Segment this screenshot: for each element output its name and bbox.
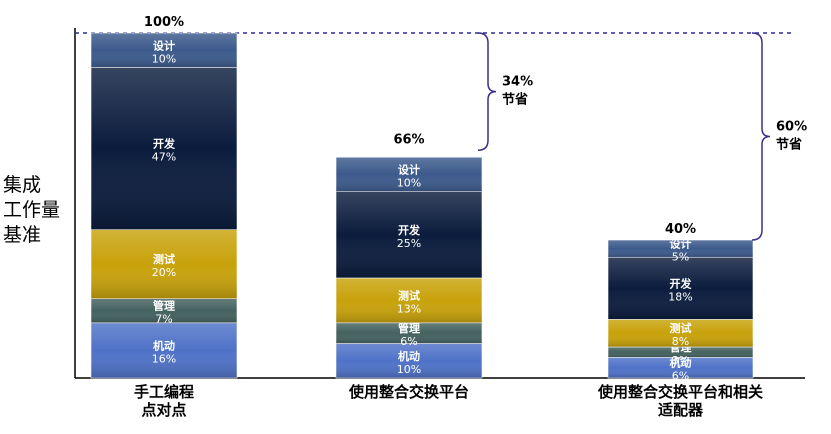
savings-text-label: 节省	[776, 137, 802, 153]
bar-segment-shade	[91, 298, 237, 323]
segment-name-label: 设计	[670, 237, 692, 251]
bar-segment-shade	[91, 229, 237, 299]
y-axis-label-line: 基准	[3, 224, 41, 246]
segment-value-label: 6%	[672, 370, 689, 383]
segment-name-label: 管理	[153, 299, 175, 313]
y-axis-label-line: 工作量	[3, 199, 60, 221]
category-label: 手工编程	[134, 383, 194, 401]
total-label: 66%	[393, 132, 424, 147]
segment-value-label: 10%	[397, 363, 421, 376]
category-label: 使用整合交换平台	[348, 383, 469, 401]
segment-name-label: 机动	[670, 356, 692, 370]
category-label: 点对点	[141, 401, 186, 419]
segment-value-label: 10%	[152, 52, 176, 65]
segment-name-label: 机动	[398, 349, 420, 363]
bar-segment-shade	[91, 67, 237, 230]
bar-segment-shade	[91, 33, 237, 68]
bar-segment-shade	[336, 157, 482, 192]
bars: 机动16%管理7%测试20%开发47%设计10%机动10%管理6%测试13%开发…	[90, 32, 754, 383]
savings-value-label: 34%	[502, 75, 533, 90]
segment-value-label: 25%	[397, 237, 421, 250]
segment-value-label: 7%	[155, 313, 172, 326]
savings-brace	[477, 32, 497, 152]
savings-annotations: 34% 节省 60% 节省	[477, 32, 807, 241]
savings-brace	[751, 32, 771, 241]
savings-text-label: 节省	[502, 92, 528, 108]
segment-value-label: 18%	[668, 290, 692, 303]
segment-value-label: 10%	[397, 176, 421, 189]
segment-name-label: 管理	[398, 321, 420, 335]
total-labels: 100% 66% 40%	[144, 15, 696, 237]
bar-segment-shade	[608, 257, 753, 320]
segment-value-label: 3%	[672, 354, 689, 367]
segment-value-label: 47%	[152, 151, 176, 164]
bar-segment-shade	[336, 191, 482, 278]
bar-segment-shade	[336, 277, 482, 323]
total-label: 40%	[665, 222, 696, 237]
segment-name-label: 测试	[153, 252, 175, 266]
y-axis-label-line: 集成	[3, 174, 41, 196]
savings-value-label: 60%	[776, 120, 807, 135]
segment-name-label: 开发	[398, 223, 421, 237]
segment-name-label: 设计	[153, 38, 175, 52]
segment-value-label: 5%	[672, 251, 689, 264]
segment-name-label: 开发	[670, 276, 693, 290]
category-label: 使用整合交换平台和相关	[597, 383, 763, 401]
segment-name-label: 设计	[398, 162, 420, 176]
segment-value-label: 20%	[152, 266, 176, 279]
segment-value-label: 13%	[397, 302, 421, 315]
segment-name-label: 开发	[153, 137, 176, 151]
segment-name-label: 测试	[398, 288, 420, 302]
segment-name-label: 测试	[670, 321, 692, 335]
segment-name-label: 机动	[153, 338, 175, 352]
bar-segment-shade	[608, 357, 753, 378]
segment-value-label: 8%	[672, 335, 689, 348]
bar-segment-shade	[336, 322, 482, 344]
category-label: 适配器	[658, 401, 704, 419]
bar-segment-shade	[608, 240, 753, 258]
bar-segment-shade	[336, 343, 482, 378]
bar-segment-shade	[608, 319, 753, 347]
segment-value-label: 16%	[152, 352, 176, 365]
bar-segment-shade	[91, 322, 237, 378]
bar-segment-shade	[608, 346, 753, 358]
segment-value-label: 6%	[400, 335, 417, 348]
total-label: 100%	[144, 15, 184, 30]
